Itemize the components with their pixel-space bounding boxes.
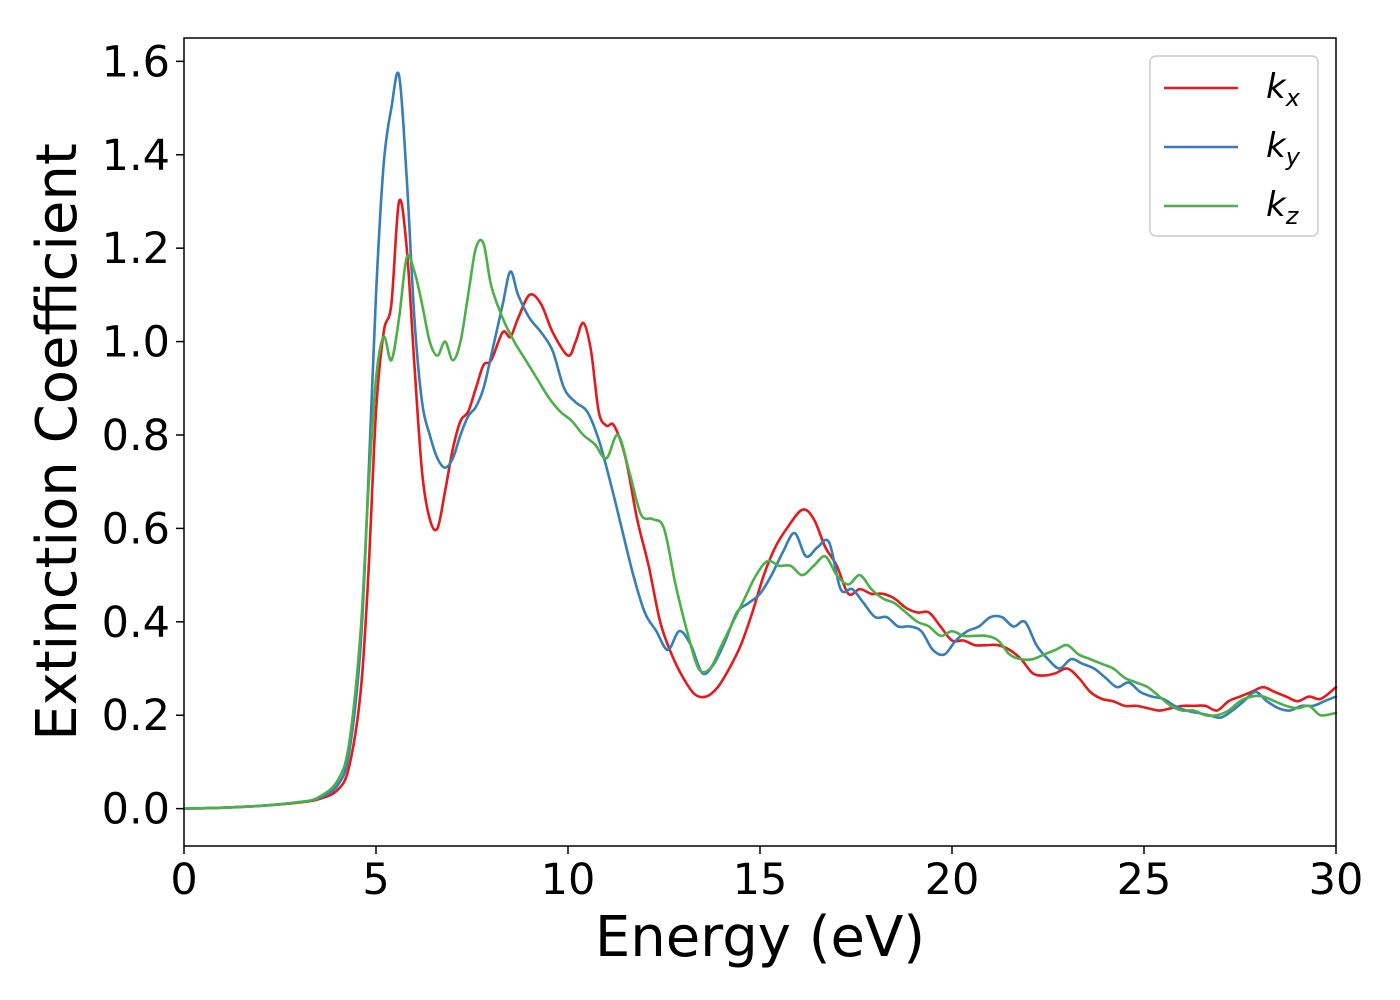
legend-entry-kx: kx xyxy=(1266,67,1301,112)
x-axis-ticks: 0 5 10 15 20 25 30 xyxy=(170,846,1363,905)
y-tick-label: 0.8 xyxy=(102,411,170,461)
y-tick-label: 0.6 xyxy=(102,504,170,554)
y-axis-label: Extinction Coefficient xyxy=(25,143,90,741)
y-tick-label: 0.0 xyxy=(102,785,170,835)
y-tick-label: 1.0 xyxy=(102,318,170,368)
series-line-kx xyxy=(182,198,1338,810)
y-tick-label: 0.2 xyxy=(102,691,170,741)
y-tick-label: 1.4 xyxy=(102,131,170,181)
legend-entry-kz: kz xyxy=(1266,185,1300,230)
series-line-kz xyxy=(182,238,1338,810)
x-tick-label: 10 xyxy=(541,855,596,905)
x-tick-label: 20 xyxy=(925,855,980,905)
y-tick-label: 1.2 xyxy=(102,224,170,274)
series-layer xyxy=(182,71,1338,810)
legend-entry-ky: ky xyxy=(1266,126,1301,171)
y-axis-ticks: 0.0 0.2 0.4 0.6 0.8 1.0 1.2 1.4 1.6 xyxy=(102,37,184,835)
y-tick-label: 0.4 xyxy=(102,598,170,648)
x-tick-label: 30 xyxy=(1309,855,1364,905)
series-line-ky xyxy=(182,71,1338,810)
x-tick-label: 25 xyxy=(1117,855,1172,905)
y-tick-label: 1.6 xyxy=(102,37,170,87)
x-tick-label: 5 xyxy=(362,855,389,905)
x-tick-label: 15 xyxy=(733,855,788,905)
legend: kx ky kz xyxy=(1149,55,1319,237)
x-tick-label: 0 xyxy=(170,855,197,905)
x-axis-label: Energy (eV) xyxy=(595,905,925,970)
